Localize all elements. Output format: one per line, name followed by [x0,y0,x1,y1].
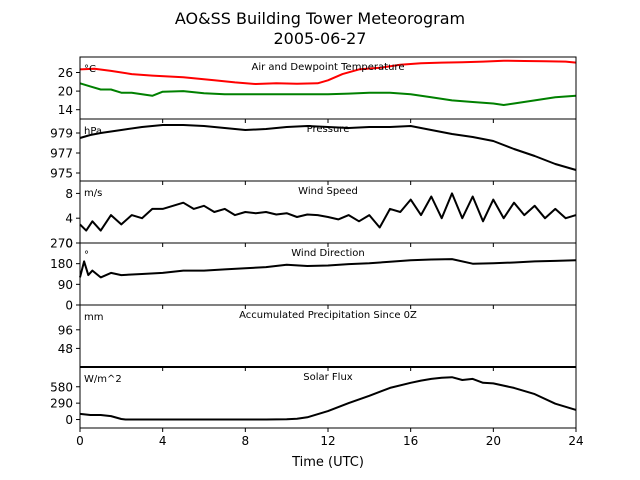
panel-2-ytick-label: 979 [50,127,73,141]
x-tick-label: 4 [159,434,167,448]
x-tick-label: 24 [568,434,583,448]
panel-6-ytick-label: 580 [50,380,73,394]
panel-2-title: Pressure [307,124,350,135]
panel-5: 48 96 Accumulated Precipitation Since 0Z mm [58,304,577,371]
panel-5-title: Accumulated Precipitation Since 0Z [239,310,417,321]
panel-3-ytick-label: 8 [65,187,73,201]
panel-2-ytick-label: 977 [50,147,73,161]
panel-6-ytick-label: 290 [50,397,73,411]
panel-4-series-line-1 [79,258,577,279]
panel-3-ytick-label: 4 [65,212,73,226]
panel-1-ytick-label: 20 [58,85,73,99]
panel-3-unit-label: m/s [84,188,102,199]
panel-4-title: Wind Direction [291,248,365,259]
panel-6-series-line-1 [79,376,577,421]
x-tick-label: 12 [320,434,335,448]
panel-3-title: Wind Speed [298,186,358,197]
panel-3: 0 4 8 Wind Speed m/s [65,180,577,251]
panel-1-series-line-2 [79,82,577,106]
panel-4-ytick-label: 0 [65,299,73,313]
panel-5-ytick-label: 96 [58,323,73,337]
panel-6-ytick-label: 0 [65,413,73,427]
x-tick-label: 16 [403,434,418,448]
x-axis: 0 4 8 12 16 20 24 [76,434,583,448]
panel-1-unit-label: °C [84,64,96,75]
x-tick-label: 0 [76,434,84,448]
panel-3-ytick-label: 0 [65,237,73,251]
figure-title-line1: AO&SS Building Tower Meteorogram [175,9,465,28]
panel-2: 975 977 979 Pressure hPa [50,118,577,185]
x-tick-label: 8 [242,434,250,448]
panel-5-unit-label: mm [84,312,103,323]
panel-4: 0 90 180 270 Wind Direction ° [50,237,577,313]
figure-title-line2: 2005-06-27 [274,29,367,48]
panel-6-unit-label: W/m^2 [84,374,122,385]
panel-1-ytick-label: 14 [58,103,73,117]
panel-2-unit-label: hPa [84,126,102,137]
panel-4-unit-label: ° [84,250,89,261]
panel-6-title: Solar Flux [303,372,353,383]
panel-4-ytick-label: 90 [58,278,73,292]
panel-1-series-line-1 [79,59,577,85]
panel-1-ytick-label: 26 [58,66,73,80]
panel-4-ytick-label: 270 [50,237,73,251]
panel-2-ytick-label: 975 [50,167,73,181]
x-tick-label: 20 [486,434,501,448]
panel-2-series-line-1 [79,124,577,171]
panel-1-title: Air and Dewpoint Temperature [252,62,405,73]
panel-1: 14 20 26 Air and Dewpoint Temperature °C [58,56,577,123]
panel-4-ytick-label: 180 [50,257,73,271]
panel-6: 0 290 580 Solar Flux W/m^2 [50,366,577,432]
panel-5-ytick-label: 48 [58,342,73,356]
panel-3-series-line-1 [79,192,577,232]
x-axis-label: Time (UTC) [291,455,364,470]
